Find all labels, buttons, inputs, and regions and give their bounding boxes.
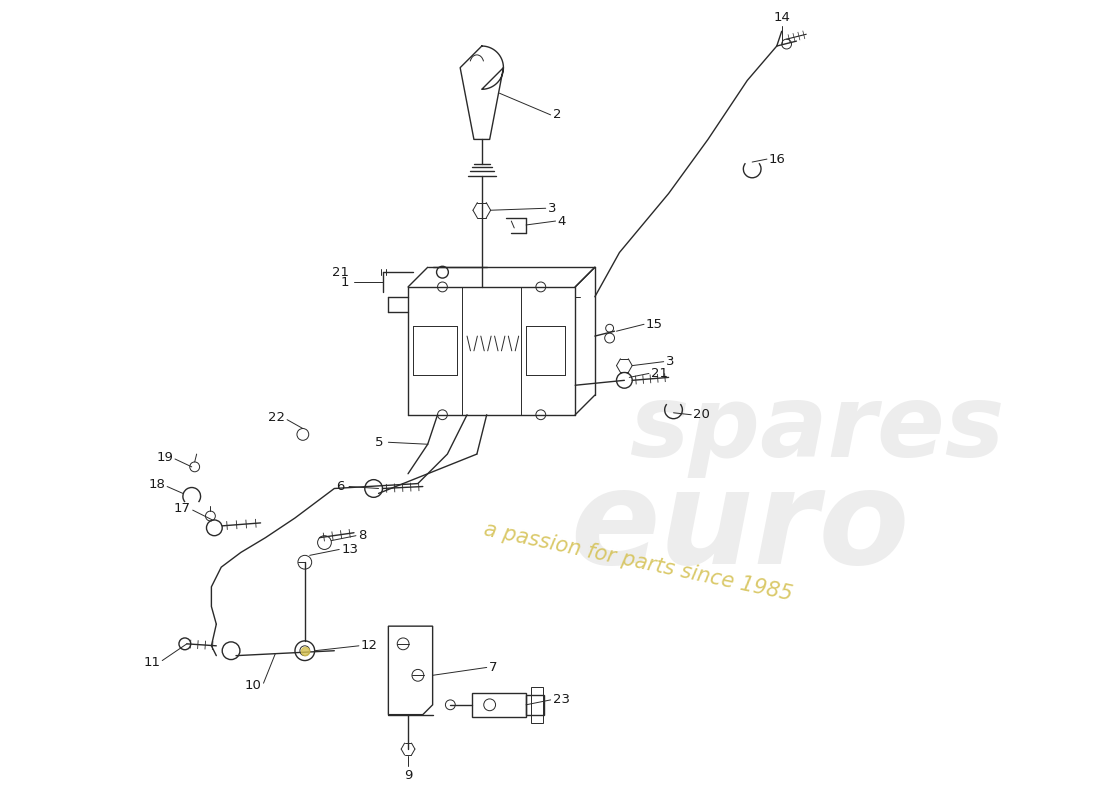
Text: euro: euro (570, 464, 910, 591)
Text: 5: 5 (375, 436, 384, 449)
Text: 12: 12 (361, 639, 378, 652)
Text: a passion for parts since 1985: a passion for parts since 1985 (482, 520, 794, 605)
Text: spares: spares (629, 381, 1004, 478)
Bar (526, 695, 543, 714)
Text: 3: 3 (666, 355, 674, 368)
Text: 22: 22 (268, 411, 285, 424)
Text: 10: 10 (244, 678, 262, 692)
Text: 14: 14 (773, 11, 790, 24)
Text: 15: 15 (646, 318, 663, 330)
Bar (531, 687, 542, 722)
Text: 16: 16 (769, 153, 785, 166)
Bar (472, 693, 526, 717)
Text: 7: 7 (488, 661, 497, 674)
Text: 3: 3 (548, 202, 557, 214)
Text: 21: 21 (332, 266, 349, 278)
Text: 20: 20 (693, 408, 711, 422)
Text: 1: 1 (341, 275, 349, 289)
Text: 19: 19 (156, 450, 173, 463)
Text: 4: 4 (558, 214, 565, 227)
Text: 17: 17 (174, 502, 190, 514)
Text: 21: 21 (651, 367, 668, 380)
Text: 11: 11 (143, 656, 161, 669)
Text: 6: 6 (336, 480, 344, 493)
Text: 23: 23 (552, 694, 570, 706)
Text: 8: 8 (358, 529, 366, 542)
Text: 18: 18 (148, 478, 165, 491)
Text: 13: 13 (341, 543, 359, 556)
Text: 2: 2 (552, 108, 561, 122)
Text: 9: 9 (404, 769, 412, 782)
